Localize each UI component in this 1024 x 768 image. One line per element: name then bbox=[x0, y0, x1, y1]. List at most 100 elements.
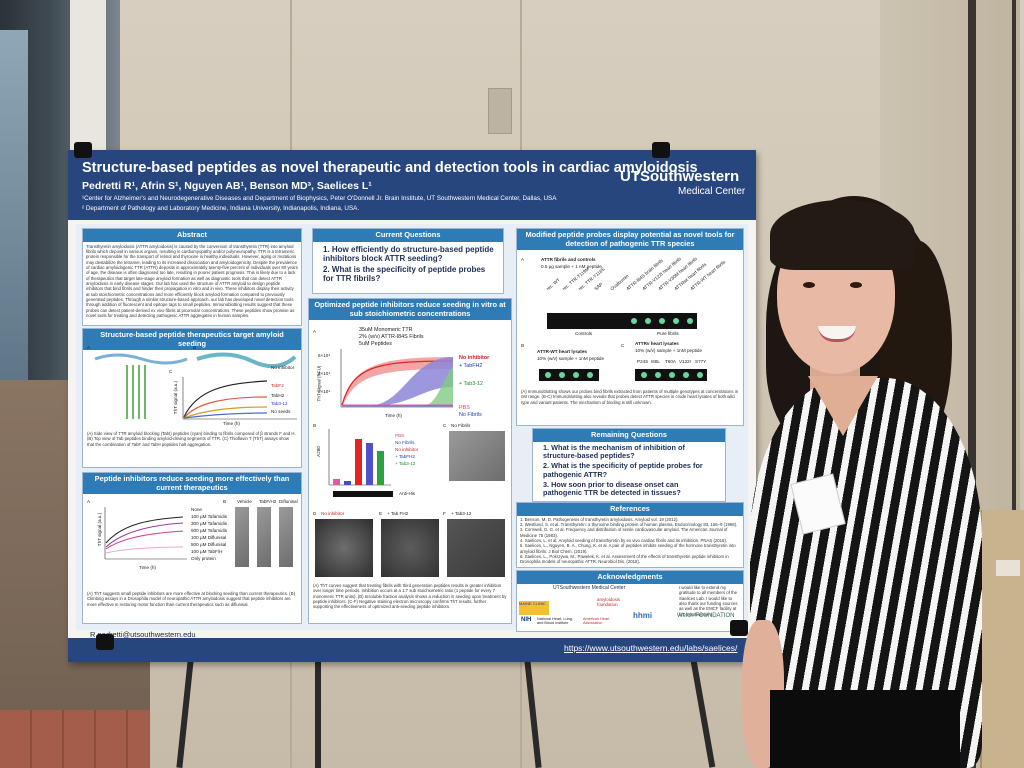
dot-blot bbox=[547, 313, 697, 329]
blot-dot bbox=[655, 372, 661, 378]
legend-item: No inhibitor bbox=[271, 365, 295, 370]
abstract-section: Abstract Transthyretin amyloidosis (ATTR… bbox=[82, 228, 302, 326]
section-title: Modified peptide probes display potentia… bbox=[517, 229, 743, 251]
structure-based-section: Structure-based peptide therapeutics tar… bbox=[82, 328, 302, 468]
section-title: Structure-based peptide therapeutics tar… bbox=[83, 329, 301, 351]
acknowledgments-section: Acknowledgments I would like to extend m… bbox=[516, 570, 744, 632]
figure-caption: (A) ThT suggests small peptide inhibitor… bbox=[87, 591, 296, 607]
fly-vial-image bbox=[257, 507, 271, 567]
lane-label: I68L bbox=[651, 359, 660, 364]
reference-item: 6. Saelices, L., Pokrzywa, M., Pawelek, … bbox=[520, 554, 729, 565]
fly-vial-image bbox=[279, 507, 293, 567]
acknowledgments-text: I would like to extend my gratitude to a… bbox=[679, 585, 738, 617]
section-title: Current Questions bbox=[313, 229, 503, 242]
sponsor-logo: Welch FOUNDATION bbox=[677, 613, 735, 619]
panel-label: D bbox=[313, 511, 317, 516]
tht-timecourse-chart bbox=[340, 349, 454, 408]
panel-label: F bbox=[443, 511, 446, 516]
legend-item: TabH2 bbox=[271, 393, 285, 398]
western-blot bbox=[333, 491, 393, 497]
section-title: Optimized peptide inhibitors reduce seed… bbox=[309, 299, 511, 321]
lane-label: SAP bbox=[593, 281, 604, 292]
section-title: Acknowledgments bbox=[517, 571, 743, 584]
blot-dot bbox=[687, 318, 693, 324]
person-eye bbox=[803, 282, 815, 288]
legend-item: Tab3-12 bbox=[271, 401, 288, 406]
lane-label: T60A bbox=[665, 359, 676, 364]
legend-item: Only protein bbox=[191, 556, 216, 561]
optimized-section: Optimized peptide inhibitors reduce seed… bbox=[308, 298, 512, 624]
question: 1. What is the mechanism of inhibition o… bbox=[543, 442, 685, 461]
legend-item: 500 µM Tafamidis bbox=[191, 528, 228, 533]
blot-label: Anti-His bbox=[399, 491, 416, 496]
column-label: TabF/H2 bbox=[259, 499, 277, 504]
blot-dot bbox=[669, 372, 675, 378]
tht-chart bbox=[104, 507, 187, 560]
panel-label: A bbox=[521, 257, 525, 262]
tick-label: 6×10⁴ bbox=[318, 353, 331, 358]
em-image bbox=[381, 519, 439, 577]
panel-label: C bbox=[169, 369, 173, 374]
legend-item: 500 µM Diflunisal bbox=[191, 542, 227, 547]
wall-rail bbox=[968, 0, 976, 768]
sponsor-logo: NIH bbox=[521, 617, 532, 623]
sponsor-logo: UTSouthwestern Medical Center bbox=[553, 585, 626, 591]
sponsor-logo: MAINE CLINIC bbox=[519, 601, 549, 615]
structure-figure bbox=[94, 352, 297, 420]
sponsor-logo: hhmi bbox=[633, 611, 653, 620]
question: 2. What is the specificity of peptide pr… bbox=[543, 461, 703, 479]
em-label: + Tab FH2 bbox=[387, 511, 409, 516]
legend-item: + Tab3-12 bbox=[395, 461, 416, 466]
blot-dot bbox=[683, 372, 689, 378]
blot-dot bbox=[631, 318, 637, 324]
lab-url: https://www.utsouthwestern.edu/labs/sael… bbox=[564, 643, 738, 653]
sponsor-logo: American Heart Association bbox=[583, 617, 610, 625]
wall-fixture bbox=[488, 88, 512, 134]
fly-vial-image bbox=[235, 507, 249, 567]
legend-item: TabF2 bbox=[271, 383, 284, 388]
poster-footer bbox=[68, 638, 756, 662]
blot-dot bbox=[545, 372, 551, 378]
blot-dot bbox=[659, 318, 665, 324]
blot-dot bbox=[645, 318, 651, 324]
person-eye bbox=[850, 282, 862, 288]
poster: Structure-based peptides as novel therap… bbox=[68, 150, 756, 662]
section-title: References bbox=[517, 503, 743, 516]
question: 2. What is the specificity of peptide pr… bbox=[323, 264, 486, 284]
section-title: Abstract bbox=[83, 229, 301, 242]
blot-dot bbox=[641, 372, 647, 378]
tick-label: 2×10⁴ bbox=[318, 389, 331, 394]
person-pants bbox=[770, 690, 960, 768]
sponsor-logo: National Heart, Lung, and Blood Institut… bbox=[537, 617, 573, 625]
wall-rail bbox=[1012, 0, 1016, 768]
lane-label: S77Y bbox=[695, 359, 707, 364]
panel-label: B bbox=[313, 423, 317, 428]
poster-authors: Pedretti R¹, Afrin S¹, Nguyen AB¹, Benso… bbox=[82, 180, 372, 192]
blot-subtitle: 10% (w/v) sample + 1nM peptide bbox=[537, 356, 605, 361]
legend-item: No Fibrils bbox=[459, 412, 482, 418]
dot-blot bbox=[635, 369, 707, 381]
legend-item: 100 µM Diflunisal bbox=[191, 535, 227, 540]
condition-text: 5uM Peptides bbox=[359, 341, 392, 347]
binder-clip bbox=[96, 634, 114, 650]
inhibitors-reduce-section: Peptide inhibitors reduce seeding more e… bbox=[82, 472, 302, 624]
blot-dot bbox=[559, 372, 565, 378]
poster-title: Structure-based peptides as novel therap… bbox=[82, 160, 698, 176]
group-label: Controls bbox=[575, 331, 593, 336]
legend-item: 300 µM Tafamidis bbox=[191, 521, 228, 526]
references-section: References 1. Benson, M. D. Pathogenesis… bbox=[516, 502, 744, 568]
legend-item: No inhibitor bbox=[395, 447, 419, 452]
panel-label: C bbox=[621, 343, 625, 348]
blot-dot bbox=[587, 372, 593, 378]
question: 1. How efficiently do structure-based pe… bbox=[323, 244, 494, 264]
current-questions-section: Current Questions 1. How efficiently do … bbox=[312, 228, 504, 294]
panel-label: C bbox=[443, 423, 447, 428]
cardboard-box bbox=[980, 510, 1024, 768]
legend-item: No Fibrils bbox=[395, 440, 415, 445]
person-hair bbox=[770, 200, 915, 270]
axis-label: ThT signal (a.u.) bbox=[97, 512, 103, 547]
panel-label: B bbox=[193, 345, 197, 350]
blot-dot bbox=[573, 372, 579, 378]
axis-label: Time (h) bbox=[385, 413, 402, 418]
blot-title: ATTR fibrils and controls bbox=[541, 257, 596, 262]
